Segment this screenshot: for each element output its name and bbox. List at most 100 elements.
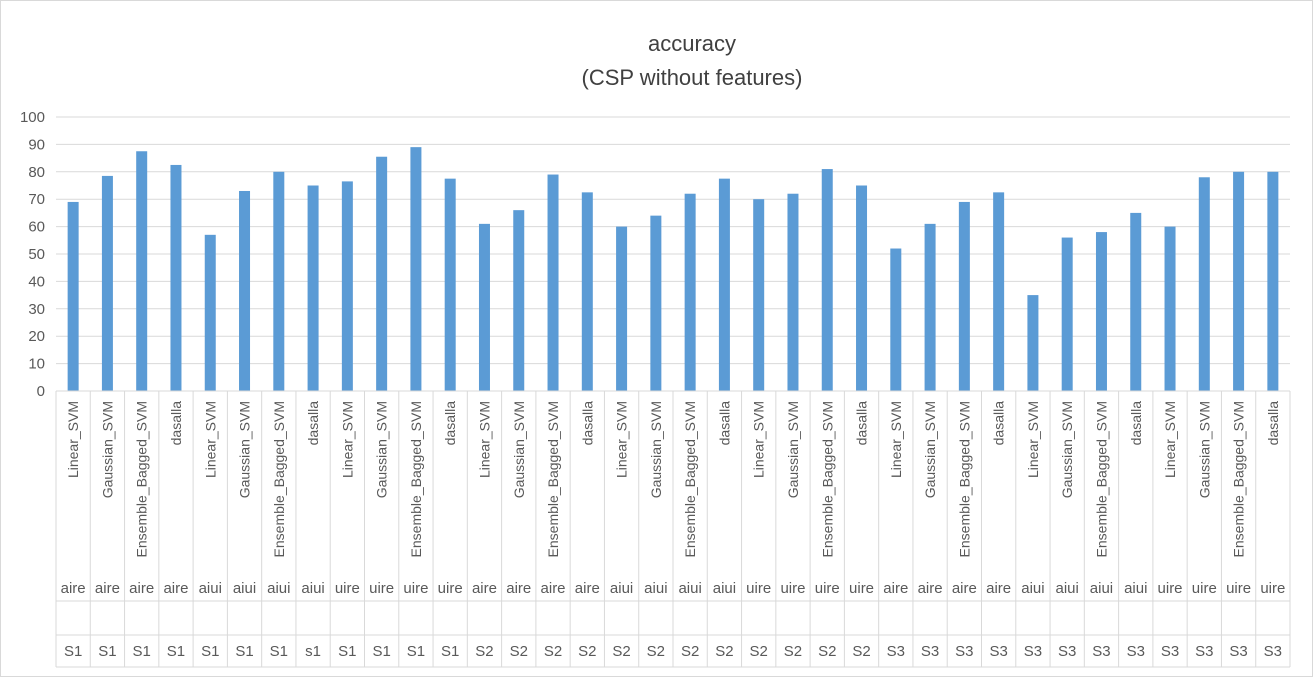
bar — [101, 175, 113, 391]
x-tick-label-subject: S3 — [955, 643, 973, 660]
x-tick-label-classifier: Linear_SVM — [614, 401, 630, 478]
x-tick-label-task: aire — [472, 580, 497, 597]
x-tick-label-subject: S3 — [1264, 643, 1282, 660]
x-tick-label-classifier: Gaussian_SVM — [237, 401, 253, 498]
bar — [307, 185, 319, 391]
x-tick-label-subject: S1 — [235, 643, 253, 660]
x-tick-label-task: aire — [986, 580, 1011, 597]
x-tick-label-subject: S2 — [612, 643, 630, 660]
bar — [684, 193, 696, 391]
x-tick-label-subject: S1 — [270, 643, 288, 660]
bar — [136, 151, 148, 391]
x-tick-label-task: uire — [849, 580, 874, 597]
bar — [204, 234, 216, 391]
y-tick-label: 0 — [37, 383, 45, 400]
x-tick-label-classifier: Ensemble_Bagged_SVM — [1231, 401, 1247, 557]
bar — [273, 171, 285, 391]
x-tick-label-task: aiui — [1056, 580, 1079, 597]
x-tick-label-task: aire — [575, 580, 600, 597]
x-tick-label-task: aire — [883, 580, 908, 597]
x-tick-label-classifier: dasalla — [442, 401, 458, 446]
bar — [547, 174, 559, 391]
x-tick-label-subject: S3 — [1195, 643, 1213, 660]
x-tick-label-subject: S3 — [1058, 643, 1076, 660]
x-tick-label-classifier: Linear_SVM — [476, 401, 492, 478]
x-tick-label-subject: S1 — [98, 643, 116, 660]
x-tick-label-task: aire — [61, 580, 86, 597]
x-tick-label-subject: S3 — [1127, 643, 1145, 660]
x-tick-label-classifier: Ensemble_Bagged_SVM — [1093, 401, 1109, 557]
x-tick-label-classifier: dasalla — [579, 401, 595, 446]
x-axis — [55, 390, 1291, 668]
bar — [410, 147, 422, 391]
x-tick-label-classifier: dasalla — [168, 401, 184, 446]
x-tick-label-classifier: Linear_SVM — [888, 401, 904, 478]
x-tick-label-subject: S2 — [578, 643, 596, 660]
bar — [993, 192, 1005, 391]
bar — [1027, 295, 1039, 391]
y-tick-label: 40 — [28, 273, 45, 290]
bar — [650, 215, 662, 391]
x-tick-label-classifier: Ensemble_Bagged_SVM — [545, 401, 561, 557]
x-tick-label-classifier: dasalla — [1128, 401, 1144, 446]
y-axis-tick-labels: 0 10 20 30 40 50 60 70 80 90 100 — [20, 109, 45, 400]
bar — [787, 193, 799, 391]
bar — [616, 226, 628, 391]
x-tick-label-task: uire — [1226, 580, 1251, 597]
bar — [478, 223, 490, 391]
x-tick-label-subject: S3 — [887, 643, 905, 660]
x-tick-label-task: aiui — [678, 580, 701, 597]
y-tick-label: 100 — [20, 109, 45, 126]
x-tick-label-subject: S2 — [475, 643, 493, 660]
x-tick-label-subject: S3 — [1092, 643, 1110, 660]
x-tick-label-subject: S1 — [167, 643, 185, 660]
x-tick-label-task: aire — [541, 580, 566, 597]
x-tick-label-classifier: Ensemble_Bagged_SVM — [956, 401, 972, 557]
x-tick-label-task: aiui — [199, 580, 222, 597]
y-tick-label: 60 — [28, 219, 45, 236]
bar — [958, 201, 970, 391]
bar — [1198, 177, 1210, 391]
x-tick-label-task: aire — [163, 580, 188, 597]
x-tick-label-task: uire — [780, 580, 805, 597]
bar — [1164, 226, 1176, 391]
x-tick-label-task: aiui — [644, 580, 667, 597]
chart-subtitle: (CSP without features) — [582, 65, 803, 90]
bar — [1095, 232, 1107, 391]
x-tick-label-classifier: Gaussian_SVM — [374, 401, 390, 498]
x-tick-label-classifier: dasalla — [854, 401, 870, 446]
x-tick-label-classifier: Linear_SVM — [65, 401, 81, 478]
x-tick-label-task: aire — [129, 580, 154, 597]
x-tick-label-task: aire — [918, 580, 943, 597]
x-tick-label-task: aiui — [1021, 580, 1044, 597]
bar — [753, 199, 765, 391]
x-tick-label-task: aiui — [1090, 580, 1113, 597]
bar — [341, 181, 353, 391]
bars — [67, 147, 1279, 391]
x-tick-label-classifier: Linear_SVM — [751, 401, 767, 478]
bar — [924, 223, 936, 391]
x-tick-label-classifier: Ensemble_Bagged_SVM — [408, 401, 424, 557]
x-tick-label-classifier: Ensemble_Bagged_SVM — [134, 401, 150, 557]
chart-title: accuracy — [648, 31, 736, 56]
x-tick-label-classifier: dasalla — [716, 401, 732, 446]
y-tick-label: 90 — [28, 136, 45, 153]
y-tick-label: 50 — [28, 246, 45, 263]
x-tick-label-classifier: Gaussian_SVM — [648, 401, 664, 498]
bar — [890, 248, 902, 391]
x-tick-label-subject: S2 — [544, 643, 562, 660]
x-tick-label-task: aiui — [713, 580, 736, 597]
x-tick-label-subject: S1 — [407, 643, 425, 660]
bar — [821, 169, 833, 391]
x-tick-label-subject: S2 — [510, 643, 528, 660]
x-tick-label-subject: S2 — [715, 643, 733, 660]
bar — [856, 185, 868, 391]
x-tick-label-task: aiui — [1124, 580, 1147, 597]
bar — [1130, 212, 1142, 391]
x-tick-label-classifier: Gaussian_SVM — [99, 401, 115, 498]
y-tick-label: 80 — [28, 164, 45, 181]
x-tick-label-task: aiui — [233, 580, 256, 597]
x-tick-label-task: aire — [95, 580, 120, 597]
